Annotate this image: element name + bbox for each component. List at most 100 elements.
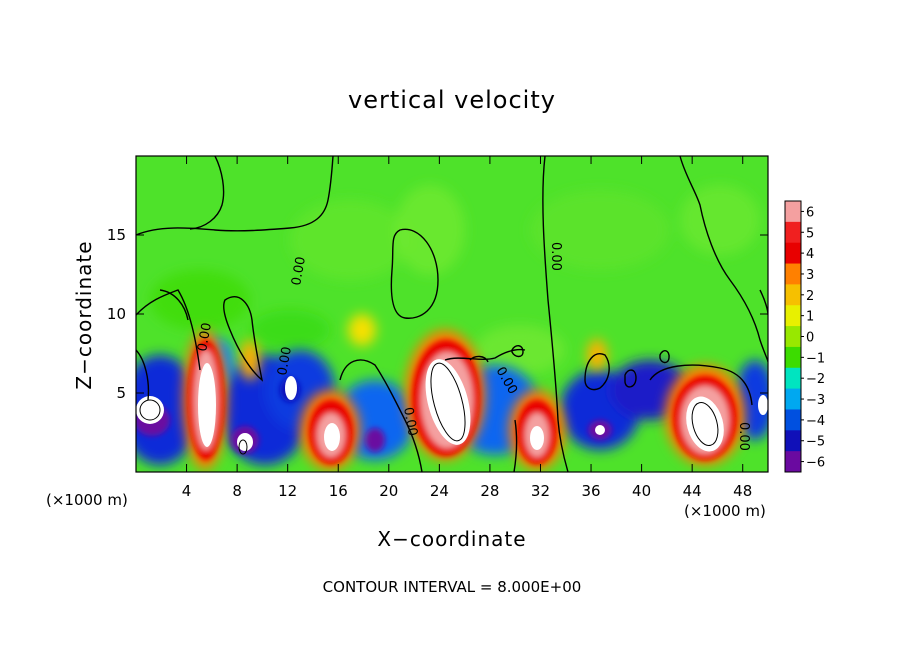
- zero-contour-10: [584, 353, 610, 391]
- zero-contour-3: [136, 289, 201, 371]
- zero-contour-8: [542, 156, 569, 472]
- zero-contour-17: [659, 350, 670, 364]
- zero-contour-18: [136, 349, 150, 401]
- y-axis-ticks: 5 10 15: [107, 226, 768, 402]
- white-core-9: [595, 425, 605, 435]
- colorbar-swatch: [785, 326, 801, 348]
- colorbar-label: 2: [806, 289, 814, 304]
- zero-contour-5: [390, 228, 439, 319]
- zero-contour-2: [189, 156, 225, 230]
- white-core-4: [530, 426, 544, 450]
- x-axis-label: X−coordinate: [377, 527, 527, 551]
- colorbar-label: −3: [806, 393, 825, 408]
- colorbar-swatch: [785, 451, 801, 473]
- pos-8: [587, 339, 607, 371]
- colorbar-label: −4: [806, 414, 825, 429]
- zero-contour-15: [469, 355, 489, 363]
- contour-interval-text: CONTOUR INTERVAL = 8.000E+00: [322, 578, 582, 596]
- white-core-10: [758, 395, 768, 415]
- x-tick-label: 32: [531, 482, 550, 500]
- x-tick-label: 44: [683, 482, 702, 500]
- upper-blob-2: [395, 185, 465, 275]
- pos-7: [348, 314, 376, 346]
- x-tick-label: 16: [329, 482, 348, 500]
- contour-ring-3: [139, 399, 161, 421]
- colorbar-swatch: [785, 409, 801, 431]
- zero-contours: [136, 156, 768, 472]
- upper-blob-7: [250, 310, 330, 350]
- colorbar-swatch: [785, 284, 801, 306]
- colorbar-label: 0: [806, 331, 814, 346]
- colorbar-label: 3: [806, 268, 814, 283]
- zero-contour-7: [444, 348, 526, 361]
- contour-ring-2: [691, 402, 719, 446]
- white-core-7: [237, 433, 253, 451]
- y-tick-label: 15: [107, 226, 126, 244]
- zero-contour-1: [136, 156, 334, 236]
- contour-label-6: 0.00: [736, 422, 751, 451]
- colorbar-label: −2: [806, 372, 825, 387]
- zero-contour-11: [679, 156, 768, 363]
- upper-blob-4: [680, 185, 760, 255]
- contour-ring-4: [238, 439, 248, 455]
- x-tick-label: 20: [379, 482, 398, 500]
- colorbar-swatch: [785, 305, 801, 327]
- x-tick-label: 4: [182, 482, 192, 500]
- colorbar-swatch: [785, 367, 801, 390]
- contour-labels: 0.00 0.00 0.00 0.00 0.00 0.00 0.00: [195, 242, 751, 451]
- upper-blob-3: [530, 190, 670, 270]
- colorbar-label: 6: [806, 205, 814, 220]
- contour-label-2: 0.00: [195, 322, 215, 353]
- white-core-2: [324, 423, 340, 451]
- pos-6: [240, 340, 260, 380]
- upper-field: [150, 185, 760, 375]
- colorbar-label: −1: [806, 351, 825, 366]
- contour-label-4: 0.00: [400, 406, 420, 437]
- chart-title: vertical velocity: [348, 86, 556, 114]
- x-tick-label: 12: [278, 482, 297, 500]
- zero-contour-12: [649, 364, 753, 406]
- zero-contour-4: [223, 296, 264, 382]
- upper-blob-5: [150, 270, 250, 330]
- colorbar-swatch: [785, 242, 801, 265]
- colorbar-label: 5: [806, 226, 814, 241]
- colorbar-label: 1: [806, 310, 814, 325]
- white-core-3: [425, 359, 471, 445]
- colorbar: 6 5 4 3 2 1 0 −1 −2 −3 −4 −5 −6: [784, 200, 825, 473]
- y-tick-label: 5: [116, 384, 126, 402]
- contour-label-3: 0.00: [548, 242, 563, 271]
- zero-contour-6: [339, 359, 423, 472]
- colorbar-swatch: [785, 263, 801, 285]
- upper-blob-1: [290, 200, 410, 280]
- contour-label-1: 0.00: [289, 256, 309, 287]
- zero-contour-19: [159, 289, 189, 321]
- x-tick-label: 48: [733, 482, 752, 500]
- white-core-5: [686, 396, 724, 452]
- colorbar-swatch: [785, 221, 801, 244]
- x-unit-left: (×1000 m): [46, 491, 128, 509]
- colorbar-swatch: [785, 346, 801, 369]
- zero-contour-9: [513, 419, 518, 472]
- white-core-1: [198, 363, 216, 447]
- x-tick-label: 40: [632, 482, 651, 500]
- x-tick-label: 8: [232, 482, 242, 500]
- colorbar-swatch: [785, 201, 801, 223]
- colorbar-swatch: [785, 388, 801, 410]
- contour-label-7: 0.00: [275, 346, 295, 377]
- colorbar-label: 4: [806, 247, 814, 262]
- colorbar-swatch: [785, 430, 801, 452]
- plot-area: [136, 156, 768, 472]
- zero-contour-16: [511, 345, 524, 358]
- zero-contour-14: [624, 369, 637, 388]
- x-tick-label: 28: [480, 482, 499, 500]
- x-tick-label: 24: [430, 482, 449, 500]
- inner-contours: [139, 362, 719, 455]
- neg-core-4: [365, 428, 385, 452]
- y-tick-label: 10: [107, 305, 126, 323]
- contour-ring-1: [430, 362, 466, 442]
- x-unit-right: (×1000 m): [684, 502, 766, 520]
- extreme-cores: [136, 359, 768, 452]
- colorbar-label: −5: [806, 435, 825, 450]
- x-tick-label: 36: [581, 482, 600, 500]
- white-core-8: [285, 376, 297, 400]
